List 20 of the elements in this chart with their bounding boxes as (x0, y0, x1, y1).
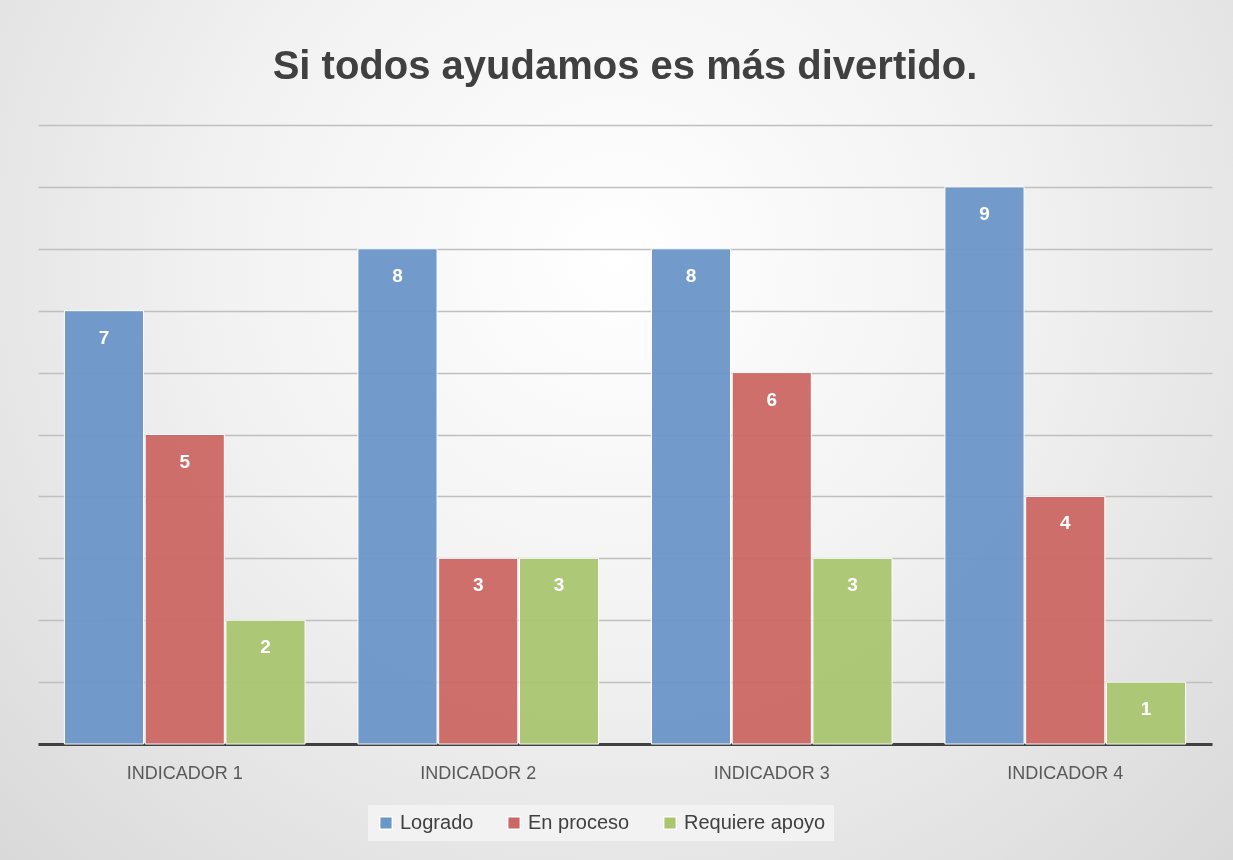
data-label: 3 (847, 574, 858, 596)
data-label: 1 (1140, 698, 1152, 720)
data-label: 8 (685, 264, 697, 286)
data-label: 3 (472, 574, 484, 596)
x-tick-label: INDICADOR 2 (420, 762, 537, 783)
data-label: 8 (392, 264, 403, 286)
x-tick-label: INDICADOR 1 (126, 762, 243, 783)
legend-label: Requiere apoyo (684, 811, 826, 833)
legend-label: Logrado (400, 811, 474, 833)
x-tick-label: INDICADOR 4 (1007, 762, 1124, 783)
x-tick-label: INDICADOR 3 (713, 762, 830, 783)
data-label: 2 (260, 636, 271, 658)
data-label: 3 (553, 574, 565, 596)
data-label: 4 (1059, 512, 1071, 534)
data-label: 9 (979, 202, 990, 224)
data-label: 6 (766, 388, 778, 410)
data-label: 5 (179, 450, 191, 472)
chart-title: Si todos ayudamos es más divertido. (272, 43, 978, 87)
legend-label: En proceso (528, 811, 630, 833)
data-label: 7 (98, 326, 110, 348)
